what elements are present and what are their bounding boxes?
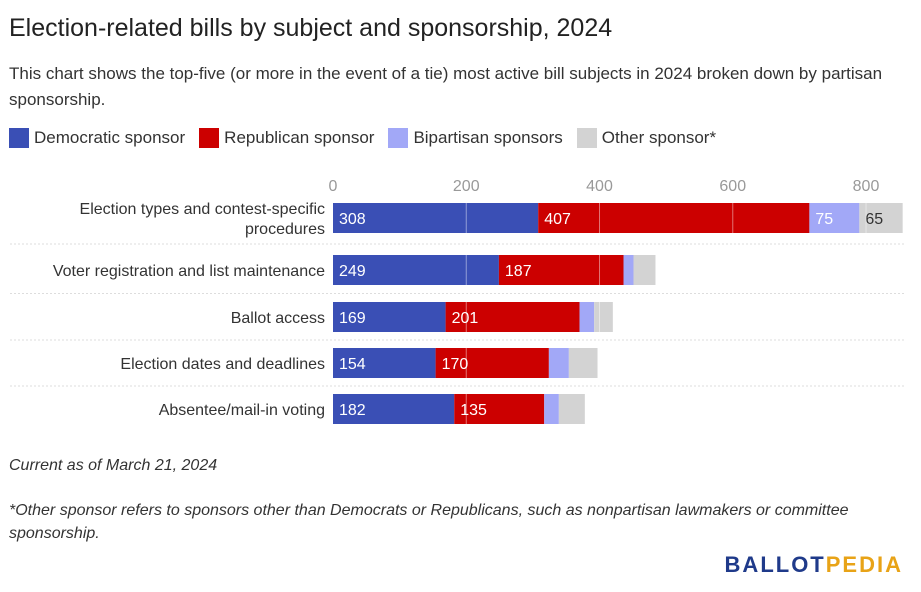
- bar-segment-bipartisan: [544, 394, 559, 424]
- legend-label-democratic: Democratic sponsor: [34, 128, 186, 147]
- ballotpedia-logo: BALLOTPEDIA: [725, 552, 903, 578]
- bar-segment-republican: [445, 302, 580, 332]
- category-label: Absentee/mail-in voting: [159, 402, 325, 419]
- bar-value-label: 187: [505, 263, 532, 280]
- legend-item-republican: Republican sponsor: [199, 128, 374, 148]
- bar-value-label: 201: [452, 310, 479, 327]
- bar-value-label: 407: [544, 211, 571, 228]
- x-tick-label: 200: [453, 178, 480, 195]
- stacked-bar-chart: 0 200 400 600 800 308 407 75 65 Election types an…: [10, 178, 906, 428]
- legend-item-democratic: Democratic sponsor: [9, 128, 185, 148]
- category-label: Election types and contest-specific proce…: [80, 201, 325, 238]
- x-tick-label: 600: [719, 178, 746, 195]
- bar-segment-bipartisan: [548, 348, 569, 378]
- legend-item-other: Other sponsor*: [576, 128, 717, 148]
- bar-segment-bipartisan: [809, 203, 860, 233]
- legend-swatch-bipartisan: [388, 128, 409, 148]
- bar-value-label: 135: [460, 402, 487, 419]
- bar-segment-republican: [498, 255, 624, 285]
- bar-segment-democratic: [333, 394, 455, 424]
- bar-segment-other: [859, 203, 903, 233]
- category-label: Voter registration and list maintenance: [53, 263, 325, 280]
- legend-label-bipartisan: Bipartisan sponsors: [413, 128, 563, 147]
- bar-value-label: 308: [339, 211, 366, 228]
- footnote: *Other sponsor refers to sponsors other …: [9, 502, 849, 542]
- x-tick-label: 0: [329, 178, 338, 195]
- legend-label-republican: Republican sponsor: [224, 128, 375, 147]
- bar-segment-other: [558, 394, 585, 424]
- bar-value-label: 75: [815, 211, 833, 228]
- chart-title: Election-related bills by subject and sp…: [9, 14, 613, 42]
- bar-segment-democratic: [333, 255, 499, 285]
- bar-segment-republican: [538, 203, 810, 233]
- bar-segment-republican: [454, 394, 545, 424]
- bar-segment-democratic: [333, 302, 446, 332]
- bar-segment-bipartisan: [579, 302, 595, 332]
- bar-value-label: 154: [339, 356, 366, 373]
- category-label: Ballot access: [231, 310, 325, 327]
- chart-legend: Democratic sponsor Republican sponsor Bi…: [9, 128, 730, 148]
- bar-segment-other: [594, 302, 613, 332]
- category-label: Election dates and deadlines: [120, 356, 325, 373]
- bar-segment-other: [633, 255, 656, 285]
- chart-subtitle: This chart shows the top-five (or more i…: [9, 64, 883, 109]
- bar-segment-republican: [435, 348, 549, 378]
- bar-value-label: 182: [339, 402, 366, 419]
- x-tick-label: 400: [586, 178, 613, 195]
- logo-text-ballot: BALLOT: [724, 552, 826, 577]
- legend-item-bipartisan: Bipartisan sponsors: [388, 128, 563, 148]
- bar-value-label: 170: [442, 356, 469, 373]
- current-as-of-note: Current as of March 21, 2024: [9, 457, 218, 474]
- legend-swatch-democratic: [9, 128, 29, 148]
- legend-swatch-other: [576, 128, 597, 148]
- bar-segment-democratic: [333, 203, 539, 233]
- bar-value-label: 249: [339, 263, 366, 280]
- bar-value-label: 65: [865, 211, 883, 228]
- bar-segment-other: [568, 348, 598, 378]
- bar-segment-democratic: [333, 348, 436, 378]
- legend-label-other: Other sponsor*: [601, 128, 717, 147]
- legend-swatch-republican: [199, 128, 220, 148]
- bar-value-label: 169: [339, 310, 366, 327]
- x-tick-label: 800: [853, 178, 880, 195]
- logo-text-pedia: PEDIA: [825, 552, 903, 577]
- bar-segment-bipartisan: [623, 255, 634, 285]
